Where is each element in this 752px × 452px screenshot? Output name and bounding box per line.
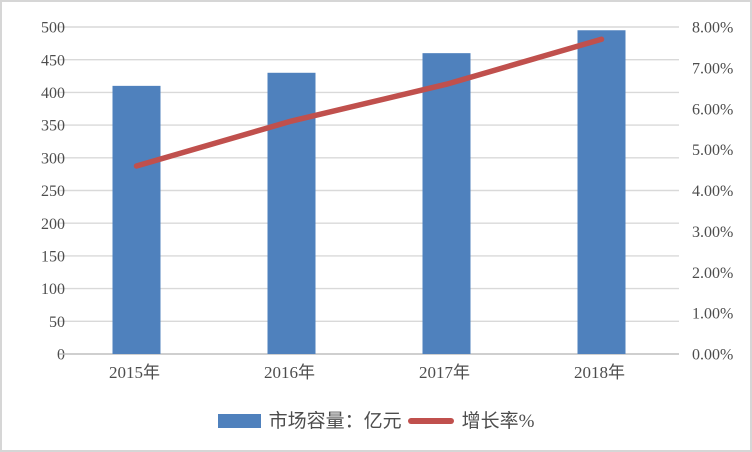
- y-axis-tick-right: 8.00%: [692, 20, 733, 37]
- line-series-swatch: [407, 418, 454, 424]
- y-axis-tick-left: 200: [41, 216, 65, 233]
- x-axis-label: 2017年: [419, 363, 470, 382]
- legend-label: 增长率%: [461, 410, 535, 432]
- y-axis-tick-right: 0.00%: [692, 347, 733, 364]
- y-axis-tick-left: 500: [41, 20, 65, 37]
- y-axis-tick-left: 400: [41, 85, 65, 102]
- x-axis-label: 2015年: [109, 363, 160, 382]
- y-axis-tick-left: 50: [49, 314, 65, 331]
- y-axis-tick-right: 6.00%: [692, 101, 733, 118]
- bar-2015年: [112, 85, 161, 355]
- x-axis-label: 2018年: [574, 363, 625, 382]
- y-axis-tick-left: 150: [41, 249, 65, 266]
- y-axis-tick-right: 7.00%: [692, 60, 733, 77]
- x-axis-label: 2016年: [264, 363, 315, 382]
- y-axis-tick-left: 250: [41, 183, 65, 200]
- y-axis-tick-left: 350: [41, 118, 65, 135]
- bar-2017年: [422, 53, 471, 354]
- y-axis-tick-left: 0: [57, 347, 65, 364]
- y-axis-tick-left: 100: [41, 281, 65, 298]
- y-axis-tick-left: 450: [41, 52, 65, 69]
- growth-rate-line: [133, 36, 605, 169]
- legend-item-market-capacity: 市场容量：亿元: [217, 410, 402, 432]
- legend-item-growth-rate: 增长率%: [407, 410, 535, 432]
- y-axis-tick-right: 5.00%: [692, 142, 733, 159]
- chart-legend: 市场容量：亿元 增长率%: [2, 406, 750, 436]
- y-axis-tick-right: 2.00%: [692, 265, 733, 282]
- y-axis-tick-left: 300: [41, 150, 65, 167]
- y-axis-tick-right: 4.00%: [692, 183, 733, 200]
- bar-series-swatch: [217, 414, 261, 428]
- bar-2018年: [577, 30, 626, 355]
- y-axis-tick-right: 1.00%: [692, 306, 733, 323]
- y-axis-tick-right: 3.00%: [692, 224, 733, 241]
- legend-label: 市场容量：亿元: [268, 410, 402, 432]
